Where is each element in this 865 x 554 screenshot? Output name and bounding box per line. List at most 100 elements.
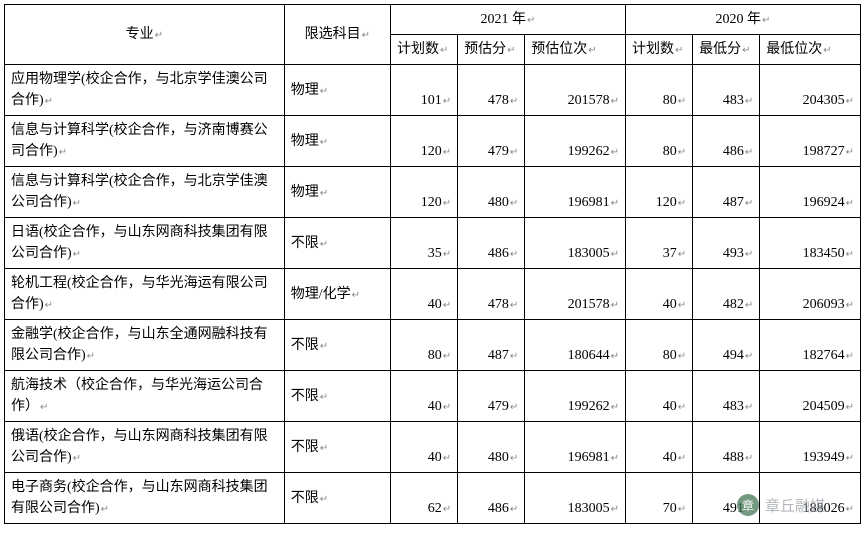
- cell-rank-2021: 183005↵: [525, 473, 626, 524]
- cell-plan-2021: 40↵: [391, 371, 458, 422]
- enter-mark: ↵: [611, 453, 619, 464]
- cell-rank-2020: 182764↵: [760, 320, 861, 371]
- enter-mark: ↵: [611, 351, 619, 362]
- enter-mark: ↵: [611, 198, 619, 209]
- enter-mark: ↵: [443, 504, 451, 515]
- cell-score-2020: 493↵: [693, 218, 760, 269]
- cell-score-2021: 486↵: [458, 473, 525, 524]
- enter-mark: ↵: [846, 147, 854, 158]
- enter-mark: ↵: [745, 249, 753, 260]
- cell-rank-2021: 183005↵: [525, 218, 626, 269]
- cell-subject: 物理↵: [284, 116, 390, 167]
- enter-mark: ↵: [155, 30, 163, 41]
- cell-score-2020: 483↵: [693, 371, 760, 422]
- enter-mark: ↵: [678, 300, 686, 311]
- cell-rank-2020: 206093↵: [760, 269, 861, 320]
- enter-mark: ↵: [443, 453, 451, 464]
- table-row: 航海技术（校企合作，与华光海运公司合作）↵不限↵40↵479↵199262↵40…: [5, 371, 861, 422]
- cell-rank-2021: 201578↵: [525, 65, 626, 116]
- enter-mark: ↵: [73, 249, 81, 260]
- table-row: 轮机工程(校企合作，与华光海运有限公司合作)↵物理/化学↵40↵478↵2015…: [5, 269, 861, 320]
- enter-mark: ↵: [745, 504, 753, 515]
- cell-plan-2020: 70↵: [625, 473, 692, 524]
- enter-mark: ↵: [510, 147, 518, 158]
- cell-rank-2020: 204509↵: [760, 371, 861, 422]
- cell-plan-2021: 40↵: [391, 422, 458, 473]
- enter-mark: ↵: [507, 45, 515, 56]
- cell-score-2020: 494↵: [693, 320, 760, 371]
- enter-mark: ↵: [745, 198, 753, 209]
- enter-mark: ↵: [510, 351, 518, 362]
- enter-mark: ↵: [675, 45, 683, 56]
- cell-rank-2020: 193949↵: [760, 422, 861, 473]
- enter-mark: ↵: [510, 402, 518, 413]
- cell-rank-2021: 201578↵: [525, 269, 626, 320]
- cell-score-2020: 482↵: [693, 269, 760, 320]
- header-minscore-2020: 最低分↵: [693, 35, 760, 65]
- enter-mark: ↵: [846, 249, 854, 260]
- cell-major: 电子商务(校企合作，与山东网商科技集团有限公司合作)↵: [5, 473, 285, 524]
- enter-mark: ↵: [745, 402, 753, 413]
- enter-mark: ↵: [362, 30, 370, 41]
- cell-major: 俄语(校企合作，与山东网商科技集团有限公司合作)↵: [5, 422, 285, 473]
- cell-score-2021: 480↵: [458, 167, 525, 218]
- enter-mark: ↵: [320, 443, 328, 454]
- header-minrank-2020: 最低位次↵: [760, 35, 861, 65]
- cell-score-2020: 488↵: [693, 422, 760, 473]
- enter-mark: ↵: [45, 300, 53, 311]
- cell-plan-2021: 40↵: [391, 269, 458, 320]
- enter-mark: ↵: [87, 351, 95, 362]
- cell-rank-2020: 183450↵: [760, 218, 861, 269]
- enter-mark: ↵: [745, 453, 753, 464]
- enter-mark: ↵: [320, 239, 328, 250]
- cell-plan-2020: 40↵: [625, 422, 692, 473]
- cell-plan-2021: 120↵: [391, 167, 458, 218]
- cell-rank-2021: 199262↵: [525, 116, 626, 167]
- enter-mark: ↵: [443, 96, 451, 107]
- enter-mark: ↵: [443, 300, 451, 311]
- enter-mark: ↵: [588, 45, 596, 56]
- enter-mark: ↵: [527, 15, 535, 26]
- enter-mark: ↵: [745, 300, 753, 311]
- enter-mark: ↵: [846, 96, 854, 107]
- enter-mark: ↵: [443, 351, 451, 362]
- cell-plan-2020: 80↵: [625, 116, 692, 167]
- enter-mark: ↵: [742, 45, 750, 56]
- enter-mark: ↵: [678, 249, 686, 260]
- enter-mark: ↵: [611, 147, 619, 158]
- enter-mark: ↵: [611, 300, 619, 311]
- enter-mark: ↵: [678, 147, 686, 158]
- table-row: 电子商务(校企合作，与山东网商科技集团有限公司合作)↵不限↵62↵486↵183…: [5, 473, 861, 524]
- cell-plan-2021: 35↵: [391, 218, 458, 269]
- cell-major: 日语(校企合作，与山东网商科技集团有限公司合作)↵: [5, 218, 285, 269]
- cell-score-2021: 478↵: [458, 269, 525, 320]
- cell-rank-2020: 196924↵: [760, 167, 861, 218]
- enter-mark: ↵: [611, 504, 619, 515]
- cell-plan-2020: 40↵: [625, 269, 692, 320]
- cell-score-2021: 479↵: [458, 116, 525, 167]
- cell-subject: 物理/化学↵: [284, 269, 390, 320]
- enter-mark: ↵: [846, 504, 854, 515]
- cell-rank-2020: 198727↵: [760, 116, 861, 167]
- table-row: 应用物理学(校企合作，与北京学佳澳公司合作)↵物理↵101↵478↵201578…: [5, 65, 861, 116]
- cell-subject: 不限↵: [284, 371, 390, 422]
- enter-mark: ↵: [611, 249, 619, 260]
- cell-major: 航海技术（校企合作，与华光海运公司合作）↵: [5, 371, 285, 422]
- header-year-2021: 2021 年↵: [391, 5, 626, 35]
- header-plan-2020: 计划数↵: [625, 35, 692, 65]
- header-major: 专业↵: [5, 5, 285, 65]
- cell-plan-2020: 37↵: [625, 218, 692, 269]
- enter-mark: ↵: [443, 402, 451, 413]
- enter-mark: ↵: [443, 147, 451, 158]
- enter-mark: ↵: [320, 341, 328, 352]
- enter-mark: ↵: [101, 504, 109, 515]
- enter-mark: ↵: [510, 504, 518, 515]
- enter-mark: ↵: [745, 147, 753, 158]
- cell-score-2020: 486↵: [693, 116, 760, 167]
- enter-mark: ↵: [320, 392, 328, 403]
- enter-mark: ↵: [510, 96, 518, 107]
- enter-mark: ↵: [611, 96, 619, 107]
- enter-mark: ↵: [678, 504, 686, 515]
- cell-subject: 不限↵: [284, 422, 390, 473]
- cell-score-2021: 486↵: [458, 218, 525, 269]
